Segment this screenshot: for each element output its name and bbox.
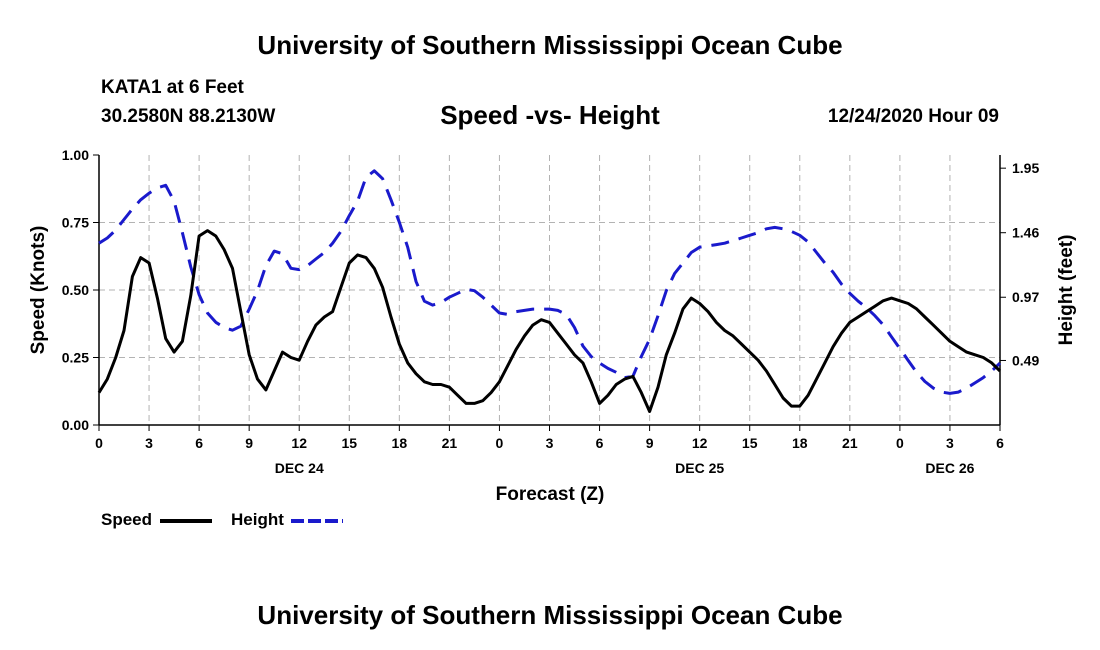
x-axis-title: Forecast (Z) [496,484,605,505]
x-tick-label: 3 [946,435,954,451]
grid-lines [99,155,1000,425]
x-tick-label: 15 [742,435,758,451]
y-left-tick-label: 0.00 [62,417,89,433]
legend-height-label: Height [231,510,284,529]
y-axis-left-title: Speed (Knots) [28,226,49,355]
x-tick-label: 9 [245,435,253,451]
x-tick-label: 0 [896,435,904,451]
x-date-label: DEC 26 [925,460,974,476]
chart-series [97,169,1002,413]
main-title: University of Southern Mississippi Ocean… [257,30,843,60]
y-left-tick-label: 1.00 [62,147,89,163]
forecast-datetime: 12/24/2020 Hour 09 [827,106,999,127]
x-tick-label: 18 [792,435,808,451]
x-tick-label: 21 [442,435,458,451]
height-series-line [98,169,1002,395]
chart-subtitle: Speed -vs- Height [440,100,660,130]
legend-speed-label: Speed [101,510,153,529]
y-axis-right-title: Height (feet) [1056,235,1077,346]
x-tick-label: 0 [496,435,504,451]
y-right-tick-label: 1.95 [1012,160,1039,176]
x-tick-label: 15 [341,435,357,451]
y-left-tick-label: 0.50 [62,282,89,298]
x-date-label: DEC 24 [275,460,324,476]
x-tick-label: 6 [996,435,1004,451]
chart-axes: 0 3 6 9 12 15 18 21 0 3 6 9 12 15 18 21 0 3 6 0.00 0.25 0.50 0… [62,147,1040,476]
x-tick-label: 12 [692,435,708,451]
x-tick-label: 6 [596,435,604,451]
y-right-tick-label: 0.49 [1012,352,1039,368]
speed-series-line [97,229,1002,413]
coordinates-label: 30.2580N 88.2130W [101,106,276,127]
x-tick-label: 18 [392,435,408,451]
x-tick-label: 9 [646,435,654,451]
x-tick-label: 0 [95,435,103,451]
y-right-tick-label: 1.46 [1012,225,1039,241]
x-tick-label: 21 [842,435,858,451]
y-left-tick-label: 0.75 [62,215,89,231]
station-label: KATA1 at 6 Feet [101,77,244,98]
x-date-label: DEC 25 [675,460,724,476]
x-tick-label: 6 [195,435,203,451]
x-tick-label: 12 [291,435,307,451]
y-left-tick-label: 0.25 [62,350,89,366]
y-right-tick-label: 0.97 [1012,289,1039,305]
x-tick-label: 3 [546,435,554,451]
x-tick-label: 3 [145,435,153,451]
footer-title: University of Southern Mississippi Ocean… [257,600,843,630]
